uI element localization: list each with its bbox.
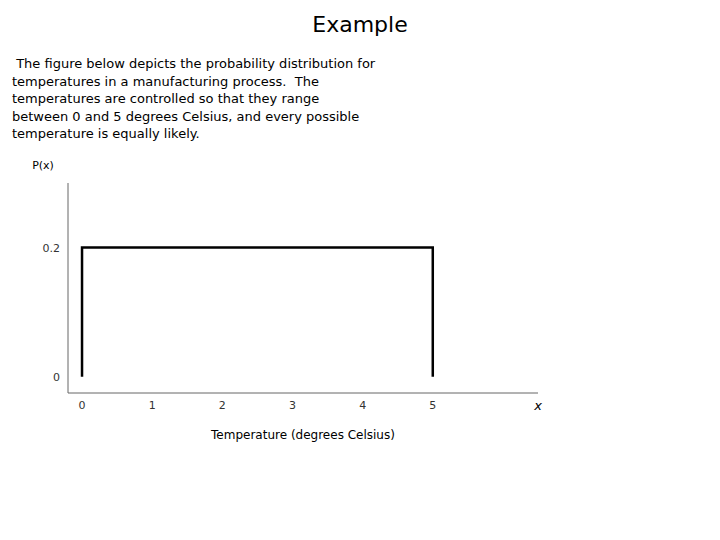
svg-text:0: 0 <box>79 399 86 412</box>
svg-text:3: 3 <box>289 399 296 412</box>
svg-text:0.2: 0.2 <box>43 241 61 254</box>
svg-text:P(x): P(x) <box>32 159 54 172</box>
svg-text:4: 4 <box>359 399 366 412</box>
svg-text:5: 5 <box>429 399 436 412</box>
svg-text:1: 1 <box>149 399 156 412</box>
html-text:The figure below depicts the p: The figure below depicts the probability… <box>12 56 376 142</box>
svg-text:x: x <box>533 398 542 413</box>
svg-text:Temperature (degrees Celsius): Temperature (degrees Celsius) <box>210 428 395 442</box>
svg-text:2: 2 <box>219 399 226 412</box>
svg-text:0: 0 <box>53 370 60 383</box>
html-text:Example: Example <box>312 12 408 37</box>
